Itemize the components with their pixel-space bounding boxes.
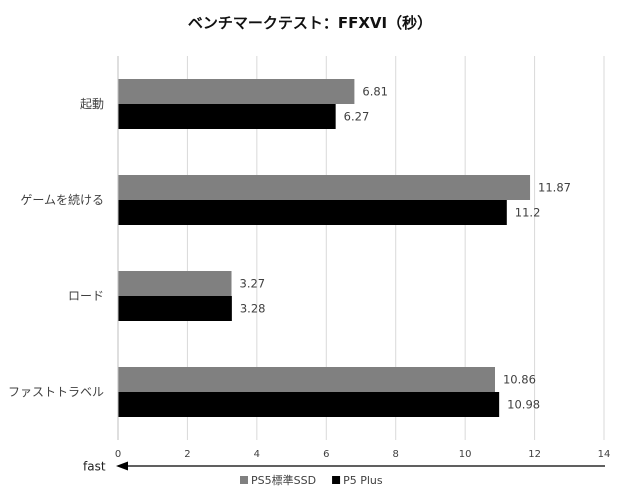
bar (118, 175, 531, 200)
x-tick-label: 8 (393, 449, 399, 460)
bar (118, 271, 232, 296)
legend: PS5標準SSD P5 Plus (240, 473, 383, 487)
data-label: 6.81 (362, 85, 388, 99)
x-tick-label: 6 (323, 449, 329, 460)
legend-label: PS5標準SSD (251, 473, 316, 487)
x-tick-label: 12 (528, 449, 541, 460)
category-label: ゲームを続ける (20, 193, 104, 207)
label-layer: 6.81 6.27 11.87 11.2 3.27 3.28 10.86 10.98 (240, 85, 571, 412)
bar (118, 200, 507, 225)
fast-arrow-label: fast (83, 460, 106, 474)
x-tick-label: 0 (115, 449, 121, 460)
x-tick-label: 4 (254, 449, 260, 460)
data-label: 3.28 (240, 302, 266, 316)
category-label: ファストトラベル (8, 385, 104, 399)
data-label: 3.27 (240, 277, 266, 291)
legend-label: P5 Plus (343, 474, 383, 487)
fast-arrow-head (116, 461, 128, 471)
chart-title: ベンチマークテスト：FFXVI（秒） (188, 14, 432, 32)
data-label: 11.87 (538, 181, 571, 195)
category-label: 起動 (80, 97, 104, 111)
data-label: 6.27 (344, 110, 370, 124)
x-tick-label: 10 (459, 449, 472, 460)
data-label: 11.2 (515, 206, 541, 220)
legend-swatch (332, 476, 341, 484)
x-tick-label: 2 (184, 449, 190, 460)
bar (118, 296, 232, 321)
bar-layer (118, 79, 531, 417)
legend-swatch (240, 476, 248, 484)
bar (118, 79, 355, 104)
data-label: 10.86 (503, 373, 536, 387)
bar (118, 104, 336, 129)
category-label: ロード (68, 289, 104, 303)
data-label: 10.98 (507, 398, 540, 412)
bar (118, 392, 500, 417)
bar (118, 367, 495, 392)
x-tick-label: 14 (598, 449, 611, 460)
